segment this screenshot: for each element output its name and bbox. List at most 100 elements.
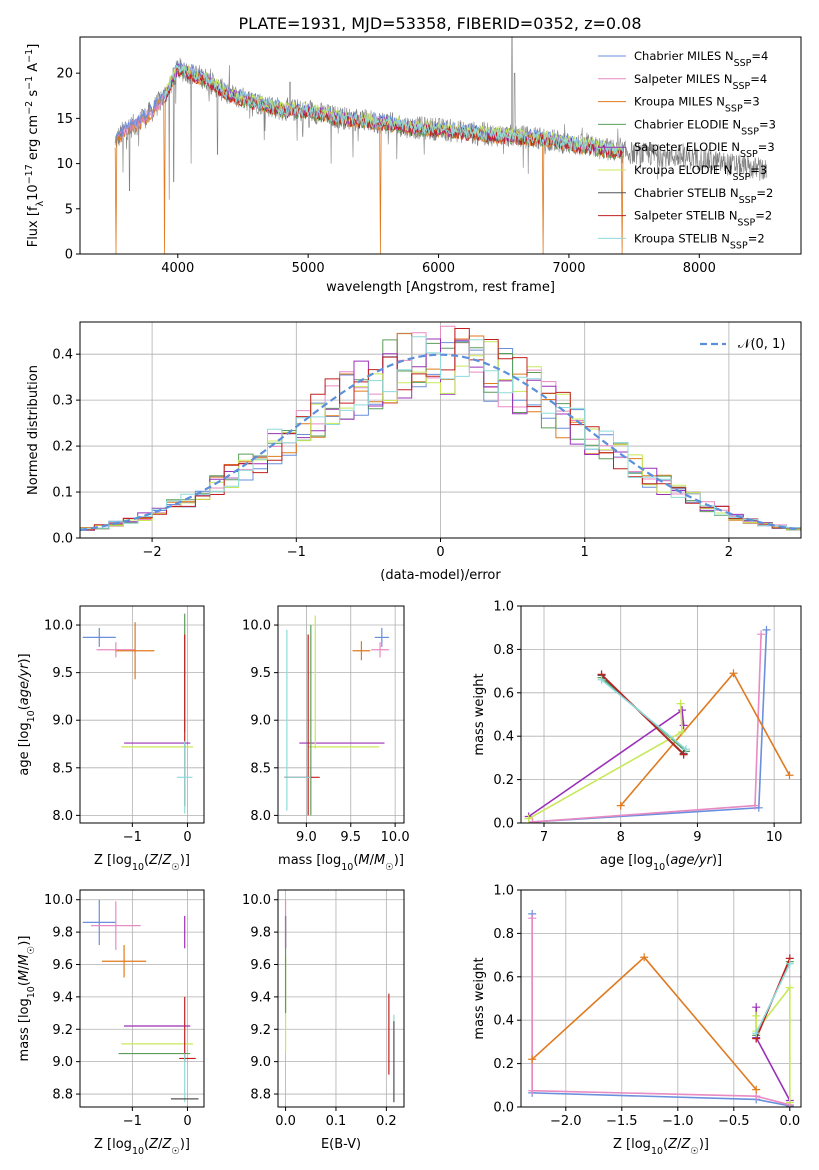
y-tick-label: 9.6 — [250, 958, 271, 973]
x-tick-label: 0 — [436, 545, 444, 560]
y-tick-label: 8.0 — [52, 809, 73, 824]
x-tick-label: −2 — [143, 545, 162, 560]
label-part: =3 — [743, 95, 760, 109]
weight-marker — [757, 630, 766, 639]
label-part: / — [158, 853, 163, 868]
label-part: 10 — [26, 710, 37, 722]
y-tick-label: 20 — [56, 67, 73, 82]
axes-frame — [520, 889, 802, 1108]
y-tick-label: 9.2 — [52, 1023, 73, 1038]
x-tick-label: 2 — [725, 545, 733, 560]
weight-line — [532, 629, 768, 823]
y-tick-label: 10.0 — [242, 619, 271, 634]
x-tick-label: 6000 — [422, 261, 455, 276]
y-tick-label: 9.0 — [52, 1055, 73, 1070]
label-part: s — [26, 90, 41, 101]
spectrum-panel: 4000 5000 6000 7000 8000 0 5 10 15 20 wavelength [… — [24, 36, 802, 295]
y-tick-label: 9.4 — [250, 990, 271, 1005]
label-part: A — [26, 63, 41, 76]
weight-line — [531, 918, 790, 1106]
legend-entry: Kroupa STELIB NSSP=2 — [634, 231, 765, 251]
label-part: Z — [161, 853, 172, 868]
y-tick-label: 9.4 — [52, 990, 73, 1005]
y-tick-label: 9.0 — [250, 714, 271, 729]
weight-marker — [681, 745, 690, 754]
label-part: SSP — [739, 194, 757, 205]
label-part: Kroupa STELIB N — [634, 231, 730, 245]
x-axis-label: Z [log10(Z/Z☉)] — [94, 1137, 190, 1157]
weight-line — [528, 708, 685, 818]
y-tick-label: 0.3 — [52, 394, 73, 409]
label-part: ☉ — [26, 946, 37, 955]
label-part: )] — [180, 1137, 190, 1152]
weight-vs-metallicity-panel: −2.0 −1.5 −1.0 −0.5 0.0 0.0 0.2 0.4 0.6 0.8 1.0 Z [… — [472, 884, 802, 1157]
label-part: Z [log — [94, 1137, 132, 1152]
label-part: −1 — [24, 49, 35, 63]
y-tick-label: 9.8 — [52, 926, 73, 941]
label-part: SSP — [725, 103, 743, 114]
plot-area — [80, 325, 801, 538]
label-part: λ — [35, 200, 46, 206]
y-tick-label: 0.4 — [52, 348, 73, 363]
y-tick-label: 8.8 — [52, 1088, 73, 1103]
x-tick-label: −1.5 — [606, 1114, 638, 1129]
axes-frame — [79, 605, 205, 824]
label-part: )] — [180, 853, 190, 868]
y-tick-label: 9.5 — [250, 666, 271, 681]
x-tick-label: −2.0 — [550, 1114, 582, 1129]
x-axis-label: Z [log10(Z/Z☉)] — [613, 1137, 709, 1157]
y-tick-label: 9.0 — [250, 1055, 271, 1070]
label-part: )] — [17, 936, 32, 946]
y-tick-label: 9.5 — [52, 666, 73, 681]
weight-marker — [785, 983, 794, 992]
label-part: ( — [663, 1137, 668, 1152]
x-tick-label: 0.0 — [779, 1114, 800, 1129]
label-part: =2 — [748, 231, 765, 245]
weight-marker — [785, 1098, 794, 1107]
y-tick-label: 5 — [65, 202, 73, 217]
label-part: E(B-V) — [321, 1137, 361, 1152]
plot-area — [114, 37, 768, 254]
legend-entry: Chabrier ELODIE NSSP=3 — [634, 117, 776, 137]
label-part: ☉ — [171, 862, 180, 873]
x-tick-label: 7 — [540, 830, 548, 845]
label-part: / — [677, 1137, 682, 1152]
y-tick-label: 0.0 — [493, 817, 514, 832]
weight-marker — [679, 750, 688, 759]
model-spectrum-line — [164, 64, 623, 158]
label-part: / — [370, 853, 375, 868]
mass-vs-metallicity-panel: −1 08.89.09.29.49.69.810.0Z [log10(Z/Z☉)]… — [17, 889, 205, 1157]
label-part: SSP — [732, 80, 750, 91]
weight-marker — [528, 1055, 537, 1064]
label-part: 10 — [26, 986, 37, 998]
label-part: age/yr — [670, 853, 713, 868]
legend-entry: Salpeter ELODIE NSSP=3 — [634, 140, 775, 160]
label-part: =4 — [750, 72, 767, 86]
label-part: SSP — [740, 149, 758, 160]
x-axis-label: mass [log10(M/M☉)] — [278, 853, 404, 873]
y-tick-label: 0 — [65, 248, 73, 263]
weight-line — [531, 913, 790, 1107]
plot-area — [284, 615, 389, 816]
axes-frame — [520, 605, 802, 824]
x-axis-label: wavelength [Angstrom, rest frame] — [326, 280, 555, 295]
weight-marker — [729, 669, 738, 678]
weight-marker — [616, 801, 625, 810]
plot-area — [528, 909, 794, 1107]
weight-marker — [752, 1011, 761, 1020]
x-tick-label: −1 — [287, 545, 306, 560]
y-tick-label: 9.6 — [52, 958, 73, 973]
label-part: =3 — [750, 163, 767, 177]
label-part: mass [log — [278, 853, 341, 868]
y-tick-label: 0.4 — [493, 1014, 514, 1029]
y-tick-label: 9.8 — [250, 926, 271, 941]
label-part: / — [17, 965, 32, 970]
plot-area — [82, 613, 193, 814]
label-part: ( — [144, 1137, 149, 1152]
legend-entry: Salpeter MILES NSSP=4 — [634, 72, 767, 92]
y-axis-label: age [log10(age/yr)] — [17, 653, 37, 775]
legend-entry: Chabrier STELIB NSSP=2 — [634, 186, 773, 206]
grid — [278, 890, 404, 1107]
axes-frame — [79, 321, 802, 539]
